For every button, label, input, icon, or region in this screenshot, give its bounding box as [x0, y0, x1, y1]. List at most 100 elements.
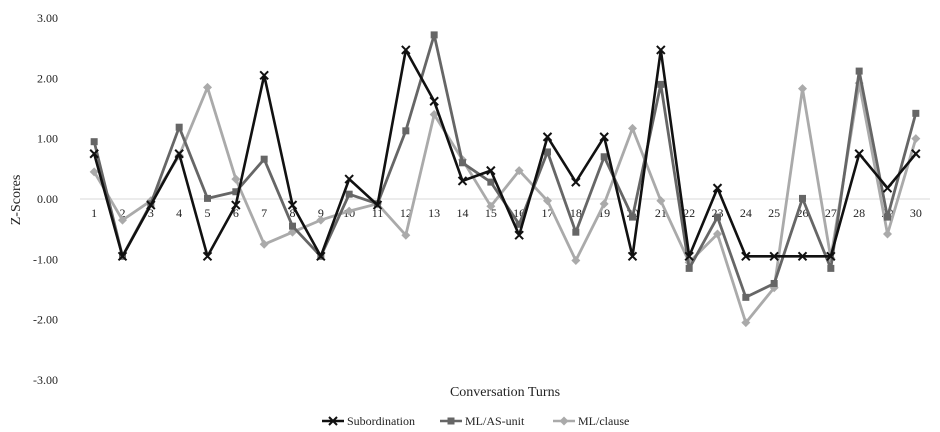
data-point — [629, 213, 636, 221]
data-point — [401, 230, 411, 240]
x-axis-title: Conversation Turns — [450, 385, 560, 400]
data-point — [204, 194, 211, 202]
data-point — [90, 138, 98, 146]
data-point — [117, 251, 128, 262]
data-point — [514, 230, 524, 240]
data-point — [401, 45, 411, 55]
series-line — [92, 81, 918, 325]
data-point — [911, 134, 921, 144]
data-point — [656, 196, 666, 206]
series-1 — [90, 31, 920, 301]
data-point — [429, 110, 439, 120]
data-point — [89, 149, 99, 159]
data-point — [344, 206, 354, 216]
data-point — [770, 279, 778, 287]
data-point — [231, 200, 241, 210]
data-point — [232, 188, 240, 196]
data-point — [542, 132, 553, 142]
data-point — [600, 153, 608, 161]
data-point — [457, 176, 468, 186]
x-tick-label: 14 — [457, 206, 469, 220]
x-tick-label: 2 — [120, 206, 126, 220]
data-point — [514, 166, 524, 176]
data-point — [599, 132, 609, 142]
data-point — [684, 251, 694, 262]
y-tick-label: 2.00 — [37, 71, 58, 85]
data-point — [882, 183, 893, 193]
x-tick-label: 22 — [683, 206, 695, 220]
y-tick-labels: 3.00 2.00 1.00 0.00 -1.00 -2.00 -3.00 — [33, 11, 58, 387]
data-point — [89, 167, 99, 177]
x-tick-label: 15 — [485, 206, 497, 220]
data-point — [202, 251, 213, 262]
data-point — [515, 220, 523, 228]
legend-item: Subordination — [322, 414, 415, 428]
legend-label: ML/clause — [578, 414, 629, 428]
data-point — [657, 80, 665, 88]
data-point — [231, 174, 241, 184]
data-point — [287, 200, 298, 210]
y-tick-label: 0.00 — [37, 192, 58, 206]
data-point — [429, 96, 439, 106]
data-point — [712, 183, 723, 193]
data-point — [628, 123, 637, 133]
x-tick-label: 8 — [290, 206, 296, 220]
data-point — [487, 178, 495, 186]
x-tick-label: 13 — [428, 206, 440, 220]
data-point — [855, 67, 863, 75]
data-point — [883, 229, 892, 239]
x-tick-label: 11 — [372, 206, 384, 220]
data-point — [559, 416, 569, 426]
series-0 — [89, 45, 921, 262]
legend-item: ML/AS-unit — [440, 414, 525, 428]
data-point — [572, 228, 580, 236]
x-tick-label: 28 — [853, 206, 865, 220]
data-point — [118, 215, 127, 225]
y-tick-label: -2.00 — [33, 313, 58, 327]
x-tick-label: 4 — [176, 206, 182, 220]
legend-label: Subordination — [347, 414, 415, 428]
data-point — [316, 251, 326, 262]
data-point — [174, 149, 184, 159]
data-point — [175, 123, 183, 131]
series-layer — [89, 31, 921, 328]
data-point — [685, 264, 693, 272]
legend-label: ML/AS-unit — [465, 414, 525, 428]
data-point — [741, 318, 751, 328]
x-tick-label: 18 — [570, 206, 582, 220]
data-point — [345, 190, 353, 198]
data-point — [797, 251, 808, 262]
x-tick-labels: 1234567891011121314151617181920212223242… — [91, 206, 922, 220]
data-point — [543, 196, 552, 206]
data-point — [799, 194, 806, 202]
data-point — [827, 264, 835, 272]
legend: Subordination ML/AS-unit ML/clause — [322, 414, 629, 428]
data-point — [203, 82, 212, 92]
data-point — [656, 45, 666, 55]
data-point — [402, 127, 410, 135]
data-point — [289, 222, 296, 230]
data-point — [627, 251, 638, 262]
x-tick-label: 3 — [148, 206, 154, 220]
data-point — [826, 251, 836, 262]
data-point — [447, 417, 455, 425]
data-point — [769, 251, 779, 262]
data-point — [854, 149, 864, 159]
data-point — [742, 293, 750, 301]
data-point — [260, 155, 268, 163]
data-point — [459, 159, 466, 167]
data-point — [259, 70, 269, 81]
data-point — [344, 174, 354, 184]
data-point — [741, 251, 751, 262]
x-tick-label: 24 — [740, 206, 752, 220]
x-tick-label: 30 — [910, 206, 922, 220]
data-point — [486, 201, 496, 211]
data-point — [486, 165, 496, 176]
x-tick-label: 6 — [233, 206, 239, 220]
legend-item: ML/clause — [553, 414, 629, 428]
data-point — [571, 256, 581, 266]
y-axis-title: Z-Scores — [9, 175, 24, 226]
x-tick-label: 5 — [205, 206, 211, 220]
x-tick-label: 1 — [91, 206, 97, 220]
